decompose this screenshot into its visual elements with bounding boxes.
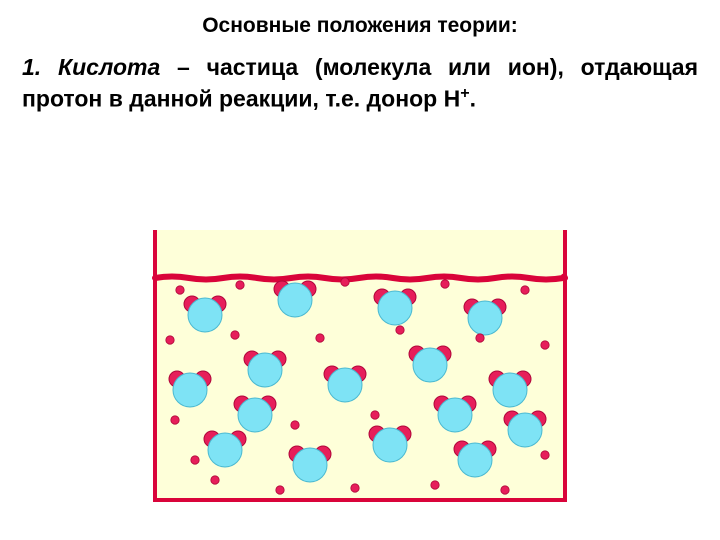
- ion-icon: [316, 334, 324, 342]
- beaker-figure: [145, 220, 575, 510]
- definition-paragraph: 1. Кислота – частица (молекула или ион),…: [22, 52, 698, 115]
- ion-icon: [231, 331, 239, 339]
- ion-icon: [396, 326, 404, 334]
- ion-icon: [291, 421, 299, 429]
- ion-icon: [211, 476, 219, 484]
- ion-icon: [176, 286, 184, 294]
- ion-icon: [276, 486, 284, 494]
- ion-icon: [521, 286, 529, 294]
- ion-icon: [191, 456, 199, 464]
- ion-icon: [171, 416, 179, 424]
- ion-icon: [441, 280, 449, 288]
- ion-icon: [476, 334, 484, 342]
- ion-icon: [341, 278, 349, 286]
- definition-superscript: +: [460, 84, 469, 102]
- ion-icon: [351, 484, 359, 492]
- ion-icon: [371, 411, 379, 419]
- ion-icon: [431, 481, 439, 489]
- beaker-svg: [145, 220, 575, 510]
- ion-icon: [166, 336, 174, 344]
- ion-icon: [501, 486, 509, 494]
- ion-icon: [236, 281, 244, 289]
- page-title: Основные положения теории:: [22, 14, 698, 38]
- definition-tail: .: [470, 86, 476, 112]
- ion-icon: [541, 451, 549, 459]
- term-italic: 1. Кислота: [22, 54, 160, 80]
- ion-icon: [541, 341, 549, 349]
